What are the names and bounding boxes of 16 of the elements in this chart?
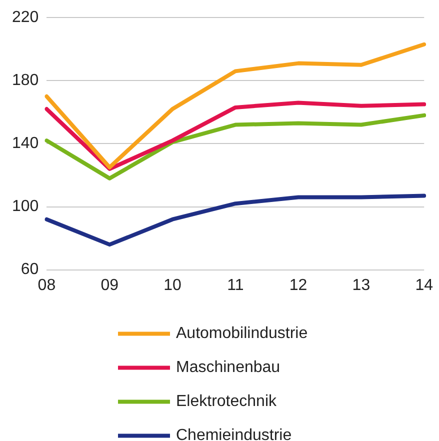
y-tick-label: 100: [12, 198, 39, 216]
x-tick-label: 08: [38, 276, 56, 294]
x-tick-label: 12: [289, 276, 308, 294]
legend-label: Chemieindustrie: [176, 427, 292, 441]
x-tick-label: 09: [100, 276, 119, 294]
x-tick-label: 10: [164, 276, 182, 294]
x-tick-label: 13: [352, 276, 370, 294]
y-tick-label: 60: [20, 261, 39, 278]
y-tick-label: 180: [12, 72, 39, 90]
y-tick-label: 220: [12, 9, 39, 26]
y-tick-label: 140: [12, 135, 39, 152]
x-tick-label: 14: [415, 276, 434, 294]
legend-label: Maschinenbau: [176, 359, 280, 376]
legend-label: Elektrotechnik: [176, 393, 278, 410]
legend-label: Automobilindustrie: [176, 325, 308, 342]
x-tick-label: 11: [227, 276, 244, 294]
